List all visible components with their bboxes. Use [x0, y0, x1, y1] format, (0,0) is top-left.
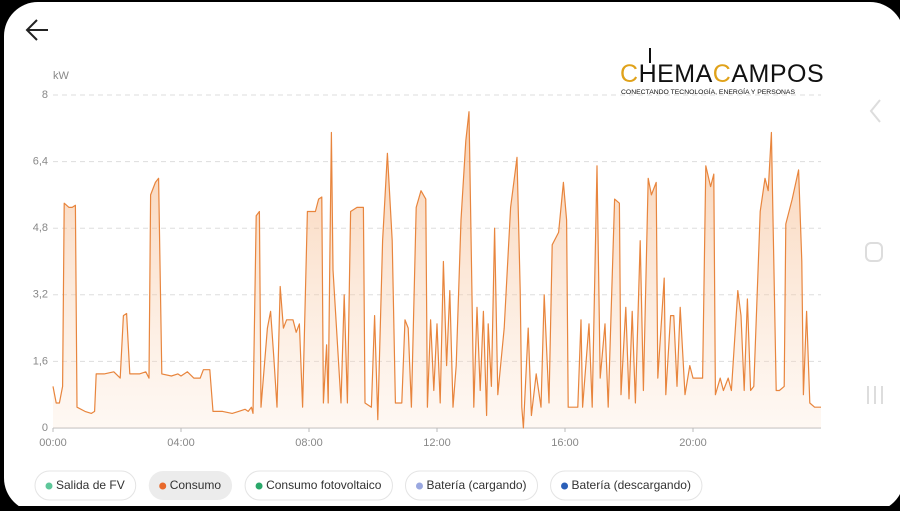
- legend-dot: [561, 482, 569, 490]
- legend-chip-bg: [244, 470, 393, 501]
- logo-part: HEMA: [639, 60, 713, 88]
- legend-label: Consumo: [170, 478, 222, 492]
- legend-chip[interactable]: Batería (descargando): [550, 470, 703, 501]
- x-tick-label: 12:00: [423, 437, 451, 449]
- x-tick-label: 00:00: [39, 437, 67, 449]
- legend-label: Batería (cargando): [426, 478, 526, 492]
- legend-chip[interactable]: Consumo: [148, 471, 233, 500]
- y-tick-label: 0: [42, 422, 48, 434]
- legend-dot: [45, 482, 53, 490]
- logo: CHEMACAMPOS CONECTANDO TECNOLOGÍA, ENERG…: [620, 48, 824, 96]
- logo-part: C: [620, 60, 639, 88]
- legend-chip-bg: [550, 470, 703, 501]
- x-tick-label: 08:00: [295, 437, 323, 449]
- logo-tagline: CONECTANDO TECNOLOGÍA, ENERGÍA Y PERSONA…: [621, 87, 795, 96]
- legend-chip[interactable]: Consumo fotovoltaico: [244, 470, 393, 501]
- logo-part: C: [713, 60, 732, 88]
- back-button[interactable]: [25, 19, 48, 41]
- nav-home[interactable]: [865, 242, 883, 262]
- legend-dot: [159, 482, 167, 490]
- nav-back[interactable]: [869, 99, 881, 123]
- line: [52, 111, 821, 429]
- legend-dot: [415, 482, 423, 490]
- logo-text: CHEMACAMPOS: [620, 60, 824, 88]
- legend-chip-bg: [34, 470, 137, 501]
- x-tick-label: 20:00: [679, 437, 707, 449]
- y-tick-label: 4,8: [33, 222, 48, 234]
- legend-chip-bg: [404, 470, 539, 501]
- nav-recent[interactable]: [867, 386, 883, 404]
- legend-chip-bg: [148, 471, 233, 500]
- legend-label: Salida de FV: [56, 478, 125, 492]
- legend-dot: [255, 482, 263, 490]
- y-axis-unit: kW: [53, 70, 70, 82]
- legend-label: Batería (descargando): [572, 478, 691, 492]
- legend-label: Consumo fotovoltaico: [266, 478, 382, 492]
- y-tick-label: 3,2: [33, 289, 48, 301]
- y-tick-label: 8: [42, 89, 48, 101]
- x-tick-label: 04:00: [167, 437, 195, 449]
- legend-chip[interactable]: Batería (cargando): [404, 470, 539, 501]
- y-tick-label: 6,4: [33, 156, 48, 168]
- logo-part: AMPOS: [731, 60, 824, 88]
- x-tick-label: 16:00: [551, 437, 579, 449]
- y-tick-label: 1,6: [33, 355, 48, 367]
- legend-chip[interactable]: Salida de FV: [34, 470, 137, 501]
- area-fill: [53, 111, 821, 428]
